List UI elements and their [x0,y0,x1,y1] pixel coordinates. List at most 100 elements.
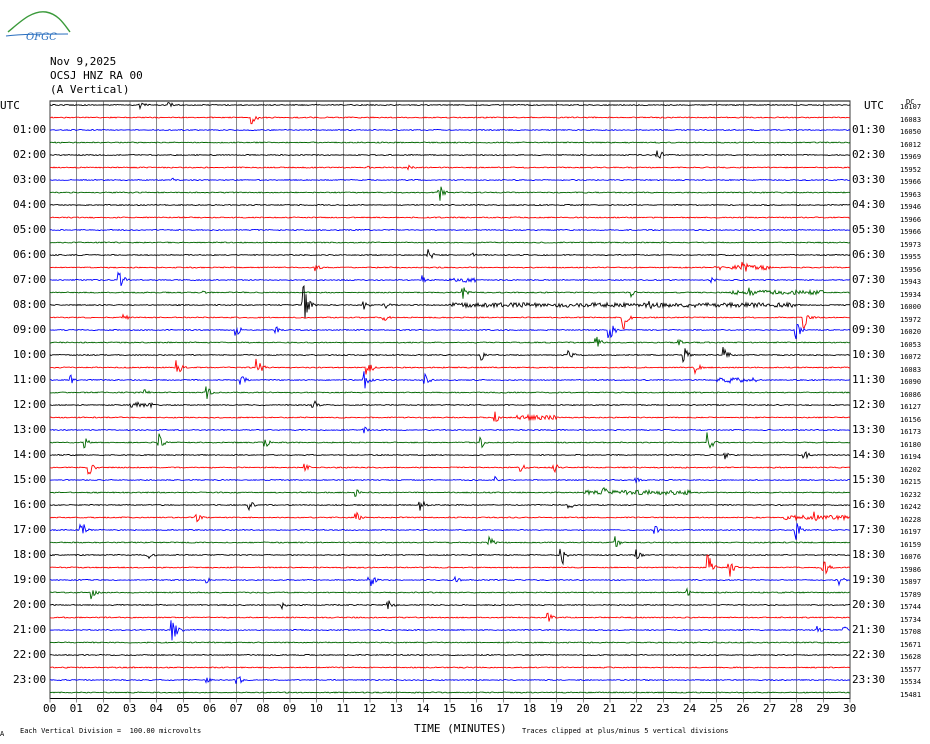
x-tick-label: 15 [443,701,457,715]
right-time-label: 20:30 [852,598,886,611]
trace-line [49,451,851,460]
trace-count: 16232 [900,490,922,499]
x-tick-label: 11 [336,701,350,715]
trace-line [49,691,851,694]
right-time-label: 01:30 [852,123,886,136]
clip-note: Traces clipped at plus/minus 5 vertical … [522,727,729,735]
trace-line [49,432,851,449]
trace-count: 15744 [900,603,922,611]
x-tick-label: 09 [283,701,297,715]
trace-count: 16012 [900,140,922,149]
x-tick-label: 23 [656,701,670,715]
trace-count: 16180 [900,440,922,449]
left-time-label: 17:00 [13,523,47,536]
trace-line [49,535,851,547]
x-tick-label: 05 [176,701,190,715]
x-axis-label: TIME (MINUTES) [414,722,507,735]
trace-count: 15934 [900,290,922,299]
trace-line [49,426,851,434]
trace-line [49,241,851,244]
x-tick-label: 03 [123,701,137,715]
scale-note: Each Vertical Division = 100.00 microvol… [20,727,202,735]
trace-count: 16197 [900,528,922,536]
trace-line [49,653,851,657]
trace-line [49,186,851,201]
trace-count: 16086 [900,390,922,399]
x-tick-label: 02 [96,701,110,715]
trace-count: 15481 [900,690,922,699]
trace-count: 15972 [900,315,922,324]
trace-line [49,411,851,422]
right-time-label: 16:30 [852,498,886,511]
x-tick-label: 26 [736,701,750,715]
trace-count: 15969 [900,153,922,161]
right-time-label: 08:30 [852,298,886,311]
trace-count: 15946 [900,203,922,211]
x-tick-label: 28 [789,701,803,715]
left-time-label: 20:00 [13,598,47,611]
left-time-label: 19:00 [13,573,47,586]
left-time-label: 03:00 [13,173,47,186]
trace-line [49,141,851,144]
trace-count: 16202 [900,465,922,474]
trace-count: 15966 [900,215,922,224]
component-label: (A Vertical) [50,83,130,96]
trace-count: 15966 [900,178,922,186]
x-tick-label: 16 [469,701,483,715]
trace-line [49,287,850,299]
trace-count: 16053 [900,340,922,349]
trace-count: 16090 [900,378,922,386]
right-time-label: 04:30 [852,198,886,211]
x-tick-label: 25 [709,701,723,715]
x-tick-label: 17 [496,701,510,715]
trace-line [49,371,851,389]
x-tick-label: 08 [256,701,270,715]
trace-count: 15943 [900,278,922,286]
trace-line [49,587,850,600]
trace-line [49,554,851,577]
trace-line [49,666,851,669]
right-time-label: 17:30 [852,523,886,536]
trace-count: 16127 [900,403,922,411]
trace-count: 16228 [900,515,922,524]
trace-count: 15789 [900,590,922,599]
trace-line [49,487,851,498]
trace-line [49,261,851,272]
trace-line [49,386,850,399]
trace-line [50,575,851,587]
trace-count: 16159 [900,540,922,549]
left-time-label: 04:00 [13,198,47,211]
left-time-label: 18:00 [13,548,47,561]
left-time-label: 02:00 [13,148,47,161]
trace-count: 15963 [900,190,922,199]
right-time-label: 07:30 [852,273,886,286]
left-time-label: 23:00 [13,673,47,686]
trace-count: 15708 [900,628,922,636]
left-time-label: 11:00 [13,373,47,386]
right-time-label: 23:30 [852,673,886,686]
trace-line [49,600,851,611]
x-tick-label: 24 [683,701,697,715]
x-tick-label: 00 [43,701,57,715]
right-time-label: 21:30 [852,623,886,636]
x-tick-label: 14 [416,701,430,715]
right-time-label: 18:30 [852,548,886,561]
date-label: Nov 9,2025 [50,55,117,68]
trace-count: 16083 [900,365,922,374]
trace-line [49,164,851,171]
trace-line [49,475,851,484]
x-tick-label: 06 [203,701,217,715]
left-time-label: 10:00 [13,348,47,361]
trace-line [49,620,851,641]
x-tick-label: 07 [229,701,243,715]
trace-count: 16083 [900,115,922,124]
trace-line [49,548,851,566]
trace-count: 15897 [900,578,922,586]
right-time-label: 09:30 [852,323,886,336]
left-time-label: 01:00 [13,123,47,136]
trace-count: 15986 [900,565,922,574]
left-time-label: 13:00 [13,423,47,436]
x-tick-label: 27 [763,701,777,715]
x-tick-label: 29 [816,701,830,715]
x-tick-label: 19 [549,701,563,715]
